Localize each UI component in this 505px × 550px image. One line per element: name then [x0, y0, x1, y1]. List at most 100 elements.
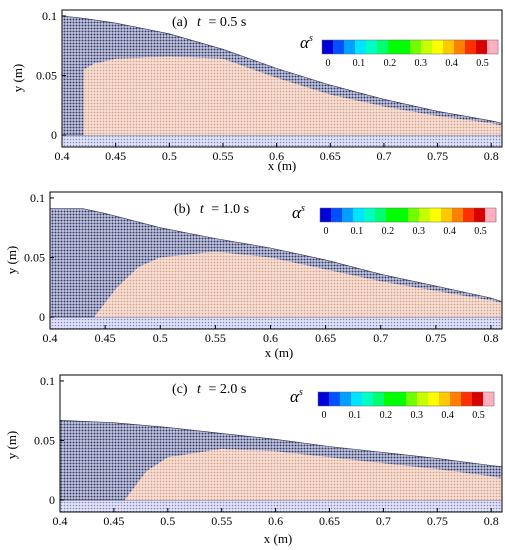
colorbar-tick-label: 0.3 [412, 226, 425, 237]
colorbar-symbol: αs [292, 203, 305, 222]
bed-layer [50, 316, 502, 329]
colorbar-swatch [364, 208, 376, 222]
x-tick-label: 0.6 [268, 514, 283, 528]
colorbar-swatch [366, 40, 378, 54]
colorbar-symbol-superscript: s [309, 33, 313, 44]
y-axis-label-b: y (m) [4, 246, 19, 275]
colorbar-swatch [353, 208, 365, 222]
x-tick-label: 0.55 [205, 331, 226, 345]
x-tick-label: 0.55 [212, 149, 233, 163]
plot-frame-a [61, 9, 503, 148]
y-axis-label-a: y (m) [10, 64, 25, 93]
colorbar-swatch [450, 392, 462, 406]
colorbar-swatch [318, 392, 330, 406]
colorbar-swatch [408, 208, 420, 222]
y-tick-label: 0.1 [40, 374, 55, 388]
time-symbol-b: t [200, 202, 205, 217]
colorbar-symbol: αs [290, 387, 303, 406]
x-tick-label: 0.75 [427, 149, 448, 163]
panel-b: 0.4 0.45 0.5 0.55 0.6 0.65 0.7 0.75 0.8 0 0.05 0.1… [4, 191, 503, 360]
time-value-a: = 0.5 s [208, 15, 246, 30]
colorbar-swatch [399, 40, 411, 54]
panel-label-c: (c) [172, 382, 188, 397]
x-axis-label-a: x (m) [268, 158, 297, 173]
colorbar-swatch [340, 392, 352, 406]
colorbar-tick-label: 0.1 [351, 226, 364, 237]
chart-panel-b-marks [49, 208, 503, 329]
colorbar-symbol-alpha: α [292, 203, 302, 222]
colorbar-swatch [342, 208, 354, 222]
y-tick-label: 0 [49, 493, 55, 507]
colorbar-symbol: αs [300, 33, 313, 52]
x-tick-label: 0.75 [425, 331, 446, 345]
panel-title-b: (b) t = 1.0 s [174, 202, 249, 217]
colorbar-outline [317, 391, 495, 407]
x-tick-label: 0.75 [427, 514, 448, 528]
panel-label-b: (b) [174, 202, 191, 217]
y-axis-label-c: y (m) [4, 431, 19, 460]
bed-layer [60, 499, 502, 512]
colorbar-tick-label: 0.2 [384, 58, 397, 69]
colorbar-tick-label: 0.4 [443, 226, 456, 237]
colorbar-swatch [419, 208, 431, 222]
x-tick-label: 0.45 [105, 149, 126, 163]
y-tick-label: 0.1 [42, 9, 57, 23]
x-tick-label: 0.5 [160, 514, 175, 528]
y-tick-label: 0 [39, 310, 45, 324]
y-tick-label: 0.05 [34, 434, 55, 448]
colorbar-swatch [351, 392, 363, 406]
colorbar-tick-label: 0.1 [349, 410, 362, 421]
y-tick-label: 0.1 [30, 191, 45, 205]
colorbar-swatch [463, 208, 475, 222]
colorbar-swatch [329, 392, 341, 406]
colorbar-swatch [421, 40, 433, 54]
colorbar-swatch [454, 40, 466, 54]
colorbar-swatch [333, 40, 345, 54]
panel-title-a: (a) t = 0.5 s [172, 15, 246, 30]
x-tick-label: 0.7 [376, 149, 391, 163]
colorbar-swatch [483, 392, 495, 406]
x-tick-label: 0.45 [103, 514, 124, 528]
x-tick-label: 0.7 [373, 331, 388, 345]
colorbar-outline [321, 39, 499, 55]
x-tick-label: 0.6 [263, 331, 278, 345]
colorbar-a: αs 0 0.1 0.2 0.3 0.4 0.5 [300, 33, 499, 69]
x-tick-label: 0.65 [319, 514, 340, 528]
time-value-b: = 1.0 s [211, 202, 249, 217]
colorbar-tick-label: 0.4 [445, 58, 458, 69]
x-tick-label: 0.6 [269, 149, 284, 163]
x-tick-label: 0.8 [483, 331, 498, 345]
colorbar-swatch [452, 208, 464, 222]
colorbar-swatch [386, 208, 398, 222]
x-axis-label-b: x (m) [265, 345, 294, 360]
chart-panel-c-marks [59, 419, 503, 512]
colorbar-tick-label: 0.3 [410, 410, 423, 421]
panel-a: 0.4 0.45 0.5 0.55 0.6 0.65 0.7 0.75 0.8 0 0.05 0.1… [10, 9, 503, 173]
colorbar-swatch [461, 392, 473, 406]
colorbar-swatch [388, 40, 400, 54]
panel-c: 0.4 0.45 0.5 0.55 0.6 0.65 0.7 0.75 0.8 0 0.05 0.1… [4, 374, 503, 546]
colorbar-tick-label: 0.5 [474, 226, 487, 237]
colorbar-tick-label: 0.2 [380, 410, 393, 421]
y-ticks-c: 0 0.05 0.1 [34, 374, 64, 507]
colorbar-swatch [375, 208, 387, 222]
time-value-c: = 2.0 s [208, 382, 246, 397]
colorbar-tick-label: 0.5 [472, 410, 485, 421]
colorbar-symbol-alpha: α [290, 387, 300, 406]
colorbar-b: αs 0 0.1 0.2 0.3 0.4 0.5 [292, 203, 497, 237]
x-ticks-c: 0.4 0.45 0.5 0.55 0.6 0.65 0.7 0.75 0.8 [53, 508, 499, 528]
colorbar-swatch [474, 208, 486, 222]
bed-layer [62, 134, 502, 147]
sediment-area [124, 448, 502, 501]
colorbar-swatch [476, 40, 488, 54]
x-tick-label: 0.4 [43, 331, 58, 345]
colorbar-symbol-alpha: α [300, 33, 310, 52]
colorbar-swatch [320, 208, 332, 222]
x-ticks-b: 0.4 0.45 0.5 0.55 0.6 0.65 0.7 0.75 0.8 [43, 325, 498, 345]
y-tick-label: 0 [51, 128, 57, 142]
x-tick-label: 0.55 [211, 514, 232, 528]
x-tick-label: 0.7 [376, 514, 391, 528]
colorbar-tick-label: 0.2 [382, 226, 395, 237]
colorbar-tick-label: 0.1 [353, 58, 366, 69]
